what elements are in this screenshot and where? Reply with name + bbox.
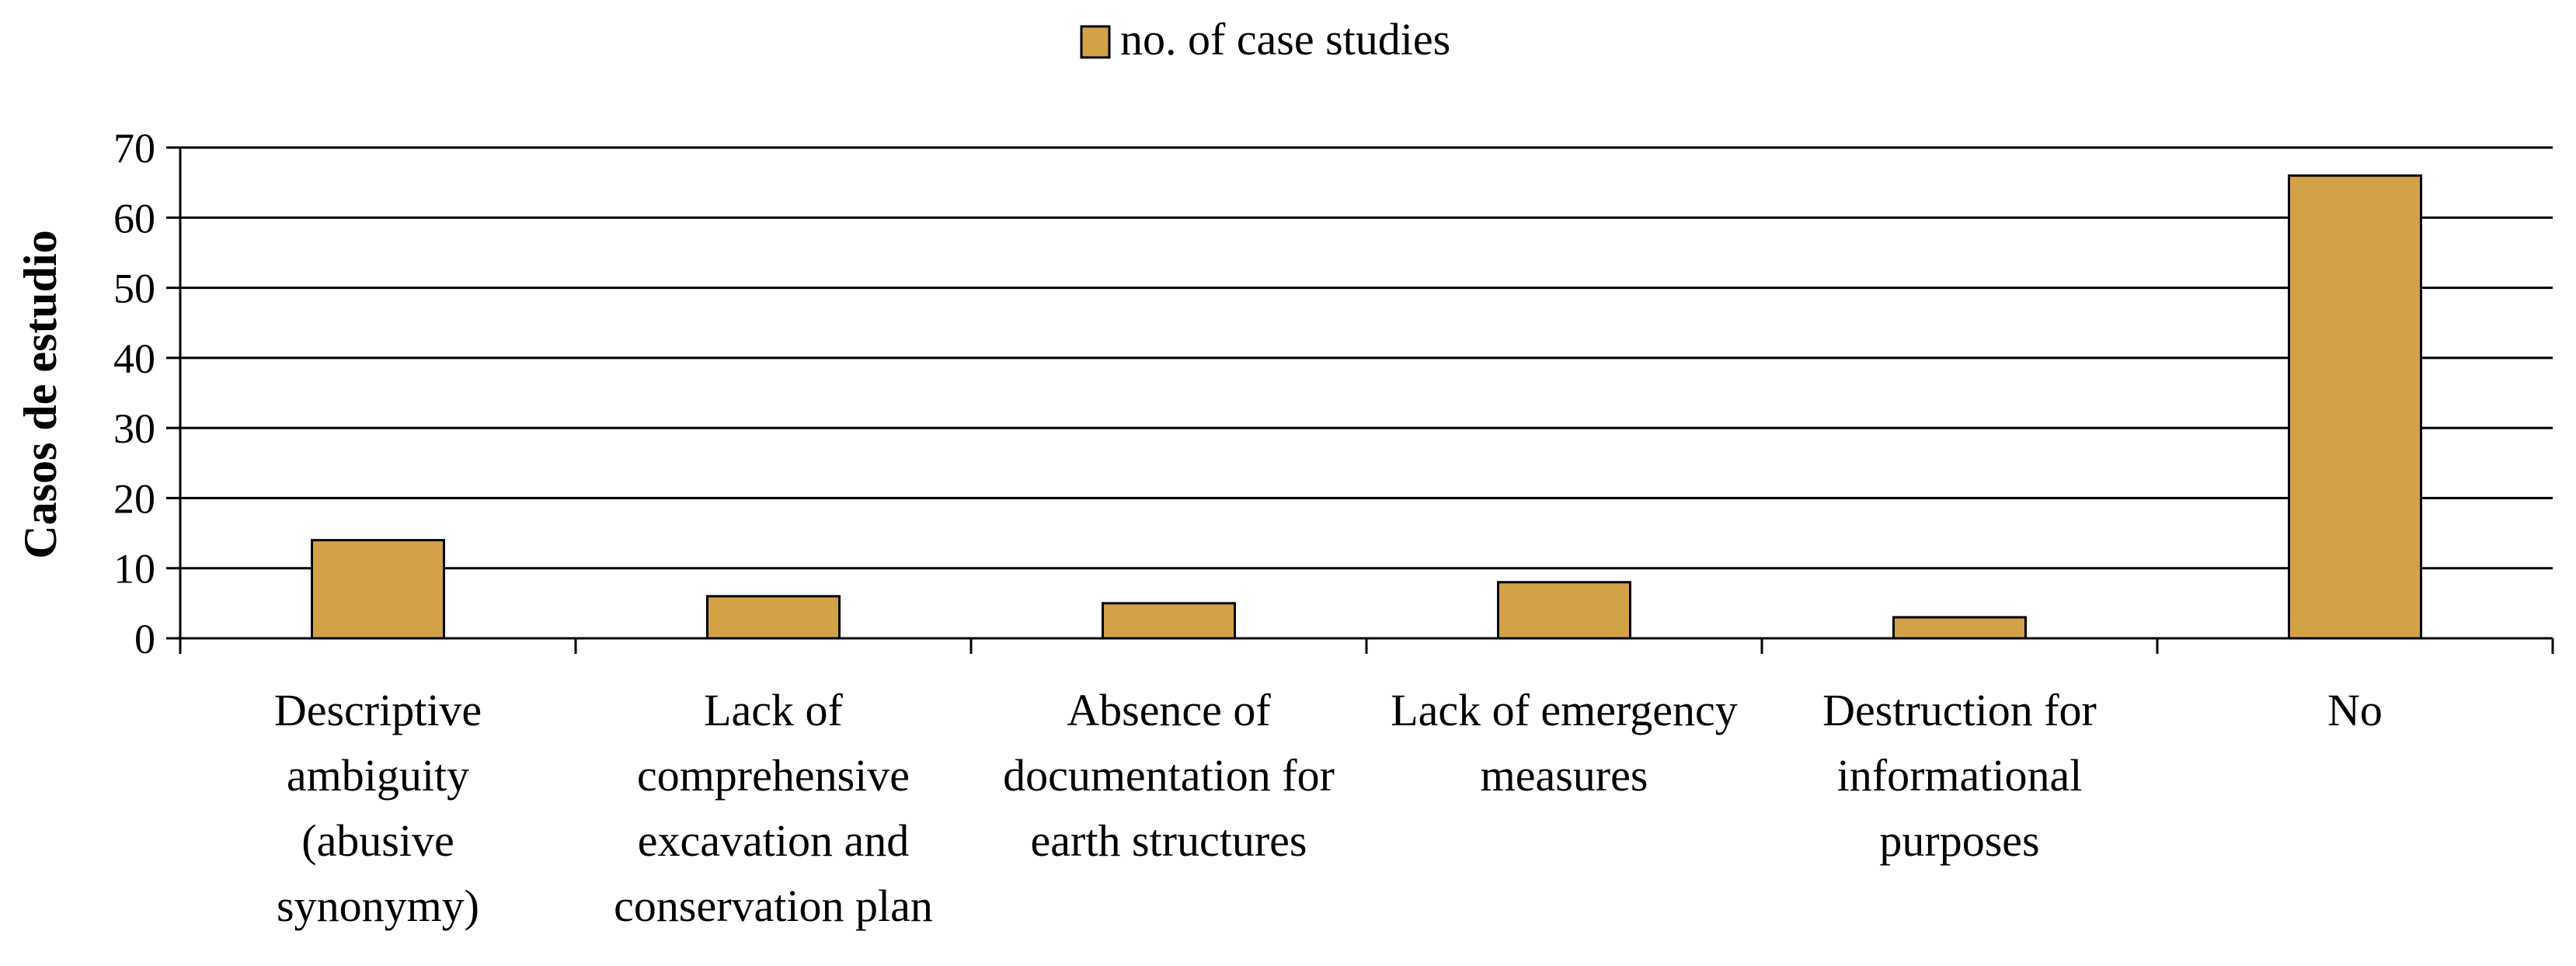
y-tick-label: 30 xyxy=(113,405,155,452)
y-tick-label: 20 xyxy=(113,475,155,522)
y-axis-ticks: 0 10 20 30 40 50 60 70 xyxy=(113,125,180,662)
x-tick-label: Absence of documentation for earth structu… xyxy=(1003,685,1335,866)
x-tick-label: Lack of comprehensive excavation and conser… xyxy=(614,685,933,931)
x-tick-label: Lack of emergency measures xyxy=(1391,685,1738,801)
y-tick-label: 0 xyxy=(134,616,155,662)
legend: no. of case studies xyxy=(1080,14,1450,64)
bar xyxy=(1892,616,2027,640)
y-tick-label: 40 xyxy=(113,335,155,382)
y-tick-label: 10 xyxy=(113,546,155,592)
legend-label: no. of case studies xyxy=(1120,14,1450,64)
bar xyxy=(1102,602,1236,640)
bars xyxy=(311,174,2422,640)
y-tick-label: 50 xyxy=(113,266,155,312)
bar xyxy=(2288,174,2422,640)
x-tick-label: Destruction for informational purposes xyxy=(1822,685,2097,866)
gridlines xyxy=(180,146,2553,570)
y-tick-label: 70 xyxy=(113,125,155,172)
bar xyxy=(311,539,445,640)
axes xyxy=(179,148,2554,654)
bar xyxy=(706,595,841,640)
y-tick-label: 60 xyxy=(113,195,155,242)
x-tick-label: Descriptive ambiguity (abusive synonymy) xyxy=(274,685,482,931)
x-axis-labels: Descriptive ambiguity (abusive synonymy) Lac… xyxy=(274,685,2383,931)
bar xyxy=(1497,581,1631,640)
y-axis-title: Casos de estudio xyxy=(15,230,66,558)
legend-swatch xyxy=(1080,25,1111,59)
x-tick-label: No xyxy=(2327,685,2383,735)
